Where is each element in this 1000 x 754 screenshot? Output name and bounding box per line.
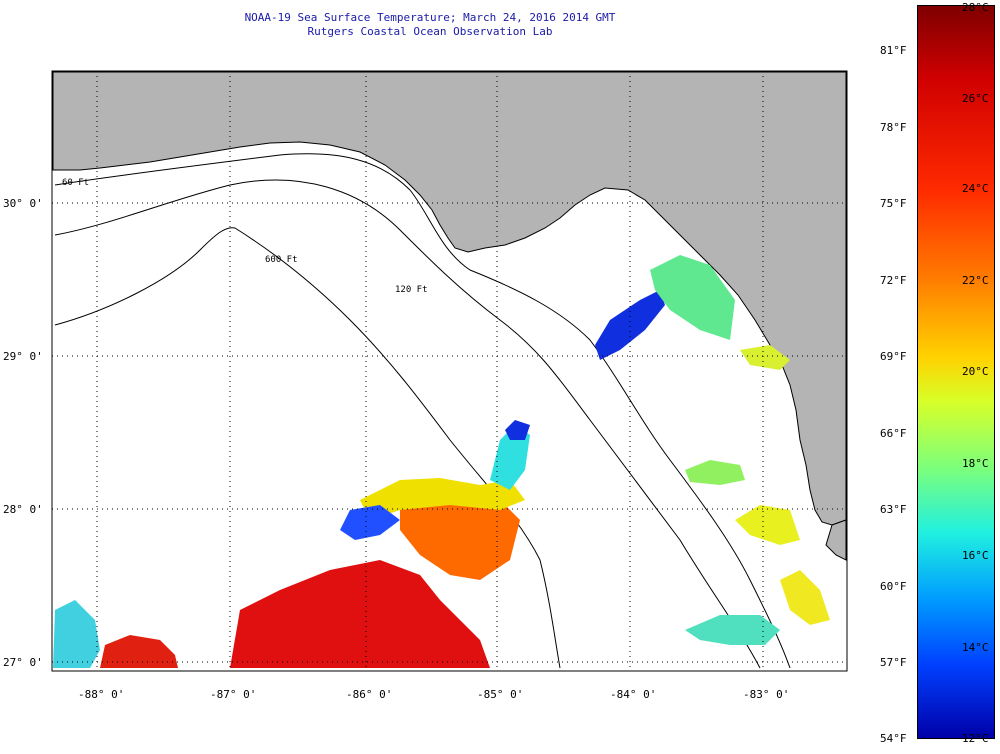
colorbar-c-22: 22°C xyxy=(962,274,989,287)
lat-label-29: 29° 0' xyxy=(3,350,43,363)
contour-600ft xyxy=(54,227,561,669)
contour-label-600ft: 600 Ft xyxy=(265,255,298,265)
sst-patch-central-orange xyxy=(400,495,520,580)
sst-patch-coast-yellow xyxy=(740,345,790,370)
lon-label-85: -85° 0' xyxy=(477,688,524,701)
contour-label-60ft: 60 Ft xyxy=(62,178,90,188)
sst-patch-sw-cyan xyxy=(53,600,100,668)
lon-label-87: -87° 0' xyxy=(210,688,257,701)
sst-patch-south-yellow xyxy=(780,570,830,625)
contour-label-120ft: 120 Ft xyxy=(395,285,428,295)
colorbar-c-24: 24°C xyxy=(962,182,989,195)
sst-patch-tampa-yellow xyxy=(735,505,800,545)
colorbar-f-75: 75°F xyxy=(880,197,907,210)
colorbar-f-63: 63°F xyxy=(880,503,907,516)
colorbar-f-57: 57°F xyxy=(880,656,907,669)
lat-label-28: 28° 0' xyxy=(3,503,43,516)
sst-patch-south-cyan xyxy=(685,615,780,645)
sst-patch-south-warm xyxy=(230,560,490,668)
map-title: NOAA-19 Sea Surface Temperature; March 2… xyxy=(244,11,616,24)
lon-label-83: -83° 0' xyxy=(743,688,790,701)
colorbar-c-20: 20°C xyxy=(962,365,989,378)
sst-patch-blue-upper xyxy=(505,420,530,440)
lat-label-27: 27° 0' xyxy=(3,656,43,669)
sst-patch-cyan xyxy=(490,425,530,490)
colorbar-f-72: 72°F xyxy=(880,274,907,287)
colorbar-c-26: 26°C xyxy=(962,92,989,105)
temperature-colorbar xyxy=(917,5,995,739)
map-subtitle: Rutgers Coastal Ocean Observation Lab xyxy=(307,25,553,38)
lon-label-88: -88° 0' xyxy=(78,688,125,701)
colorbar-c-12: 12°C xyxy=(962,732,989,745)
contour-120ft xyxy=(54,179,761,669)
lat-label-30: 30° 0' xyxy=(3,197,43,210)
sst-patch-bigbend-blue xyxy=(595,290,665,360)
colorbar-f-60: 60°F xyxy=(880,580,907,593)
sst-patch-coast-green xyxy=(685,460,745,485)
colorbar-c-28: 28°C xyxy=(962,1,989,14)
lon-label-84: -84° 0' xyxy=(610,688,657,701)
sst-patch-yellow-band xyxy=(360,478,525,520)
lon-label-86: -86° 0' xyxy=(346,688,393,701)
sst-patch-blue-north xyxy=(340,505,400,540)
colorbar-c-16: 16°C xyxy=(962,549,989,562)
sst-patch-sw-red xyxy=(100,635,178,668)
colorbar-c-14: 14°C xyxy=(962,641,989,654)
land-mass xyxy=(52,71,847,526)
colorbar-f-78: 78°F xyxy=(880,121,907,134)
tampa-land xyxy=(825,519,847,561)
colorbar-c-18: 18°C xyxy=(962,457,989,470)
colorbar-f-69: 69°F xyxy=(880,350,907,363)
contour-60ft xyxy=(54,153,791,669)
colorbar-f-54: 54°F xyxy=(880,732,907,745)
sst-patch-bigbend-green xyxy=(650,255,735,340)
colorbar-f-66: 66°F xyxy=(880,427,907,440)
colorbar-f-81: 81°F xyxy=(880,44,907,57)
